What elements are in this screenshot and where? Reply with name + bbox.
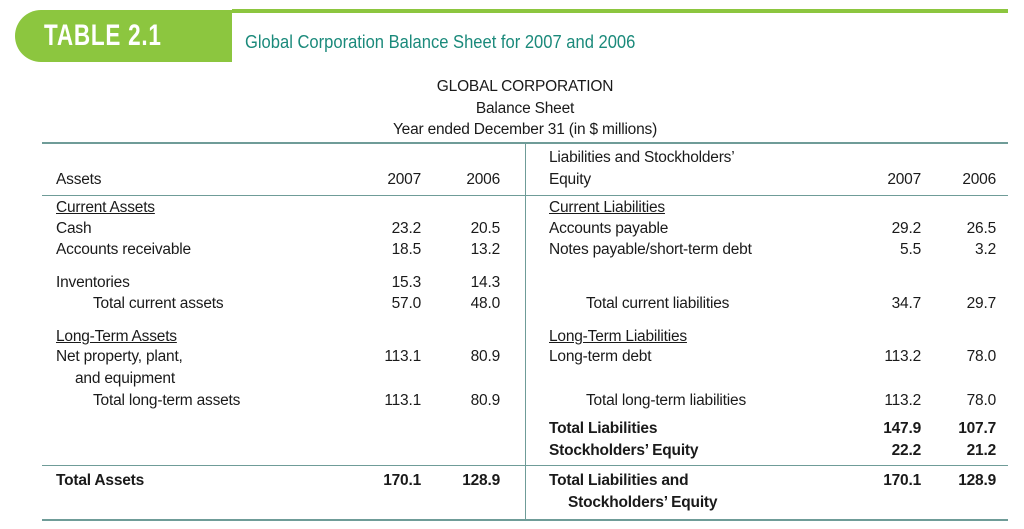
cell-value: 113.2 — [884, 348, 921, 365]
table-label: TABLE 2.1 — [44, 19, 162, 52]
row-label: Total Assets — [56, 472, 145, 489]
row-label: and equipment — [75, 370, 175, 387]
row-label: Stockholders’ Equity — [549, 442, 699, 459]
cell-value: 170.1 — [883, 472, 921, 489]
cell-value: 170.1 — [383, 472, 421, 489]
row-label: Stockholders’ Equity — [568, 494, 718, 511]
cell-value: 3.2 — [975, 241, 996, 258]
table-tab — [15, 10, 232, 62]
cell-value: 34.7 — [891, 295, 922, 312]
row-label: Total long-term liabilities — [586, 392, 746, 409]
column-header: 2007 — [887, 171, 921, 188]
row-label: Total current liabilities — [586, 295, 730, 312]
cell-value: 20.5 — [470, 220, 501, 237]
row-label: Accounts payable — [549, 220, 669, 237]
cell-value: 80.9 — [470, 348, 501, 365]
cell-value: 57.0 — [391, 295, 422, 312]
cell-value: 14.3 — [470, 274, 501, 291]
cell-value: 13.2 — [470, 241, 501, 258]
row-label: Current Liabilities — [549, 199, 665, 216]
column-divider — [525, 143, 526, 520]
cell-value: 23.2 — [391, 220, 422, 237]
row-label: Long-Term Assets — [56, 328, 177, 345]
row-label: Total Liabilities and — [549, 472, 689, 489]
row-label: Total long-term assets — [93, 392, 241, 409]
cell-value: 113.1 — [384, 392, 421, 409]
row-label: Inventories — [56, 274, 130, 291]
row-label: Notes payable/short-term debt — [549, 241, 752, 258]
row-label: Cash — [56, 220, 92, 237]
heading: Year ended December 31 (in $ millions) — [392, 121, 658, 138]
column-header: 2007 — [387, 171, 421, 188]
column-header: 2006 — [466, 171, 500, 188]
cell-value: 18.5 — [391, 241, 422, 258]
cell-value: 5.5 — [900, 241, 921, 258]
row-label: Total Liabilities — [549, 420, 658, 437]
row-label: Total current assets — [93, 295, 224, 312]
column-header: Liabilities and Stockholders’ — [549, 149, 735, 166]
row-label: Accounts receivable — [56, 241, 191, 258]
cell-value: 113.2 — [884, 392, 921, 409]
cell-value: 80.9 — [470, 392, 501, 409]
cell-value: 113.1 — [384, 348, 421, 365]
cell-value: 78.0 — [966, 392, 997, 409]
cell-value: 107.7 — [958, 420, 996, 437]
cell-value: 21.2 — [966, 442, 997, 459]
cell-value: 78.0 — [966, 348, 997, 365]
heading: Balance Sheet — [475, 99, 575, 117]
cell-value: 15.3 — [391, 274, 422, 291]
row-label: Current Assets — [56, 199, 155, 216]
cell-value: 29.2 — [891, 220, 922, 237]
table-title: Global Corporation Balance Sheet for 200… — [245, 32, 636, 52]
header-rule — [232, 9, 1008, 13]
rule — [42, 519, 1008, 521]
cell-value: 128.9 — [958, 472, 996, 489]
column-header: Equity — [549, 171, 591, 188]
cell-value: 48.0 — [470, 295, 501, 312]
heading: GLOBAL CORPORATION — [436, 78, 614, 95]
cell-value: 22.2 — [891, 442, 922, 459]
cell-value: 26.5 — [966, 220, 997, 237]
row-label: Long-term debt — [549, 348, 652, 365]
row-label: Net property, plant, — [56, 348, 183, 365]
column-header: 2006 — [962, 171, 996, 188]
row-label: Long-Term Liabilities — [549, 328, 687, 345]
cell-value: 128.9 — [462, 472, 500, 489]
cell-value: 29.7 — [966, 295, 997, 312]
column-header: Assets — [56, 171, 102, 188]
cell-value: 147.9 — [883, 420, 921, 437]
